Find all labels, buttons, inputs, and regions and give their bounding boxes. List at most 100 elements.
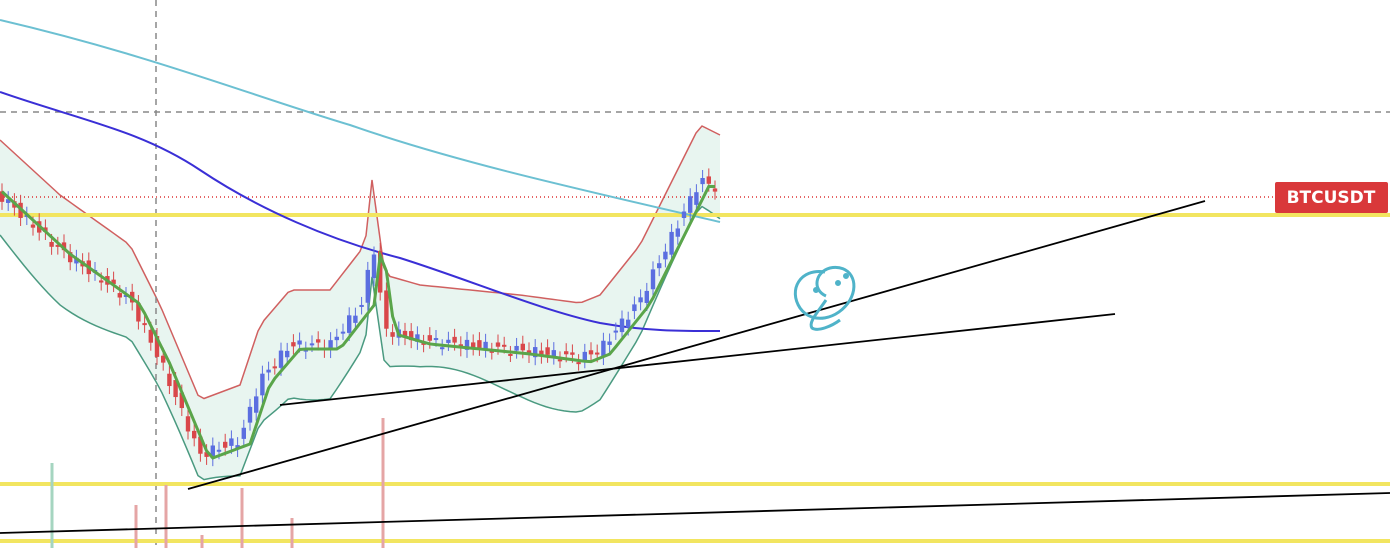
candle-body <box>371 254 377 279</box>
candle-body <box>601 340 606 358</box>
moving-average <box>0 91 721 333</box>
candle-body <box>61 242 67 251</box>
candle-body <box>477 340 482 348</box>
candle-body <box>675 228 680 237</box>
candle-body <box>700 178 705 185</box>
candle-body <box>148 329 153 343</box>
candle-body <box>440 347 445 350</box>
candle-body <box>123 294 129 297</box>
candle-body <box>260 373 265 396</box>
doodle <box>793 265 856 331</box>
candle-body <box>421 342 426 345</box>
candle-body <box>663 251 668 260</box>
symbol-label: BTCUSDT <box>1287 188 1376 208</box>
candle-body <box>30 224 36 228</box>
trend-line <box>279 313 1116 406</box>
candle-body <box>142 323 147 326</box>
moving-average <box>0 19 721 223</box>
candle-body <box>446 339 451 343</box>
candle-body <box>6 199 11 203</box>
candle-body <box>539 350 544 356</box>
candle-body <box>340 331 346 334</box>
candle-body <box>533 347 538 358</box>
volume-bar <box>164 485 168 548</box>
trend-line <box>187 200 1206 490</box>
candle-body <box>390 332 395 337</box>
volume-bar <box>50 463 54 548</box>
candle-body <box>285 350 290 358</box>
candle-body <box>626 319 631 328</box>
candle-body <box>669 231 674 255</box>
candle-body <box>644 290 649 303</box>
candle-body <box>347 315 352 333</box>
candle-body <box>427 335 432 341</box>
candle-body <box>508 353 513 356</box>
candle-body <box>688 196 693 213</box>
candle-body <box>272 366 277 369</box>
candle-body <box>471 342 476 348</box>
candle-body <box>576 362 581 365</box>
candle-body <box>117 293 122 298</box>
candle-body <box>247 406 253 423</box>
candle-body <box>694 192 699 205</box>
candle-body <box>570 352 575 355</box>
candle-body <box>154 336 160 357</box>
candle-body <box>613 330 618 333</box>
candle-body <box>278 350 284 368</box>
candle-body <box>433 338 439 341</box>
band-upper <box>0 125 721 400</box>
candle-body <box>229 438 234 446</box>
candle-body <box>210 445 215 459</box>
candle-body <box>551 350 556 357</box>
candle-body <box>706 176 711 184</box>
candle-body <box>657 263 662 269</box>
candle-body <box>99 280 104 283</box>
candle-body <box>204 452 209 457</box>
candle-body <box>415 334 420 342</box>
candle-body <box>179 392 184 409</box>
candle-body <box>464 339 470 350</box>
candle-body <box>564 351 569 355</box>
candle-body <box>365 269 370 303</box>
candle-body <box>161 355 166 363</box>
volume-bar <box>134 505 138 548</box>
candle-body <box>49 241 54 247</box>
candle-body <box>619 318 625 333</box>
candle-body <box>254 396 259 413</box>
candle-body <box>316 339 321 343</box>
candle-body <box>223 441 228 448</box>
candle-body <box>378 250 383 293</box>
candle-body <box>520 343 525 351</box>
candle-body <box>55 244 60 247</box>
candle-body <box>74 257 79 264</box>
candle-body <box>328 340 333 351</box>
volume-bar <box>381 418 385 548</box>
candle-body <box>681 211 687 219</box>
candle-body <box>167 373 172 387</box>
candle-body <box>452 336 457 343</box>
candle-body <box>68 252 73 263</box>
moving-average <box>0 184 716 460</box>
candle-body <box>607 341 612 345</box>
candle-body <box>402 330 408 338</box>
candle-body <box>0 191 5 202</box>
candle-body <box>582 351 587 361</box>
candle-body <box>638 297 643 303</box>
candle-body <box>712 188 718 192</box>
candle-body <box>353 315 358 323</box>
candle-body <box>241 427 246 439</box>
trend-line <box>0 492 1390 534</box>
candle-body <box>359 304 364 307</box>
candle-body <box>136 303 141 322</box>
volume-bar <box>290 518 294 548</box>
candle-body <box>489 350 494 353</box>
candle-body <box>303 349 308 352</box>
candle-body <box>514 345 519 351</box>
candle-body <box>595 352 600 355</box>
candle-body <box>650 269 656 290</box>
symbol-tag <box>1275 182 1388 213</box>
candle-body <box>557 359 563 362</box>
candle-body <box>266 369 271 373</box>
candle-body <box>111 279 116 285</box>
